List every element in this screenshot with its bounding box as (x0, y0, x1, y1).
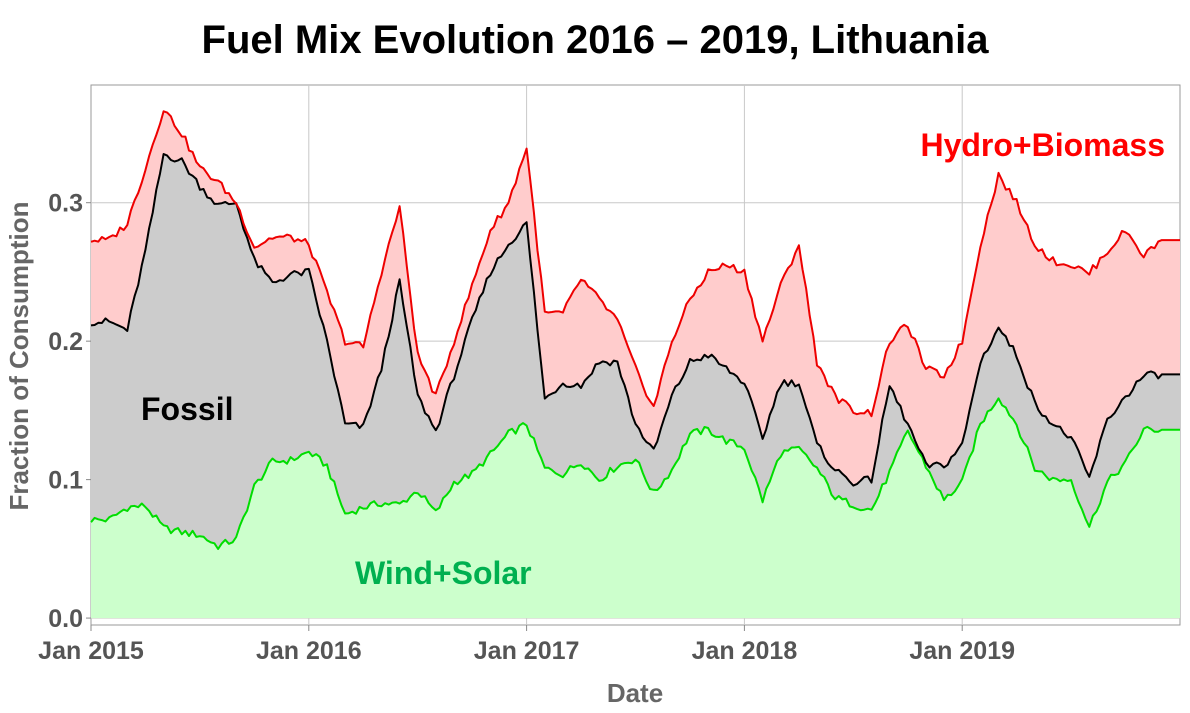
area-wind-solar (91, 398, 1180, 619)
series-lines (90, 110, 1180, 550)
x-axis-ticks: Jan 2015 Jan 2016 Jan 2017 Jan 2018 Jan 2019 (38, 625, 1015, 665)
annotation-hydro-biomass: Hydro+Biomass (920, 127, 1165, 163)
line-wind-solar (90, 397, 1180, 550)
annotation-wind-solar: Wind+Solar (355, 555, 532, 591)
line-hydro-biomass (90, 110, 1180, 418)
chart-title: Fuel Mix Evolution 2016 – 2019, Lithuani… (201, 18, 989, 62)
x-tick-label: Jan 2019 (909, 637, 1015, 665)
y-axis-title: Fraction of Consumption (4, 201, 34, 510)
x-axis-title: Date (607, 678, 663, 708)
y-axis-ticks: 0.0 0.1 0.2 0.3 (48, 190, 91, 633)
x-tick-label: Jan 2015 (38, 637, 144, 665)
annotation-fossil: Fossil (141, 391, 233, 427)
area-fills (91, 111, 1180, 619)
x-tick-label: Jan 2017 (474, 637, 580, 665)
line-fossil (90, 153, 1180, 487)
y-tick-label: 0.3 (48, 190, 83, 218)
y-tick-label: 0.2 (48, 328, 83, 356)
x-tick-label: Jan 2016 (256, 637, 362, 665)
y-tick-label: 0.1 (48, 467, 83, 495)
y-tick-label: 0.0 (48, 605, 83, 633)
x-tick-label: Jan 2018 (692, 637, 798, 665)
